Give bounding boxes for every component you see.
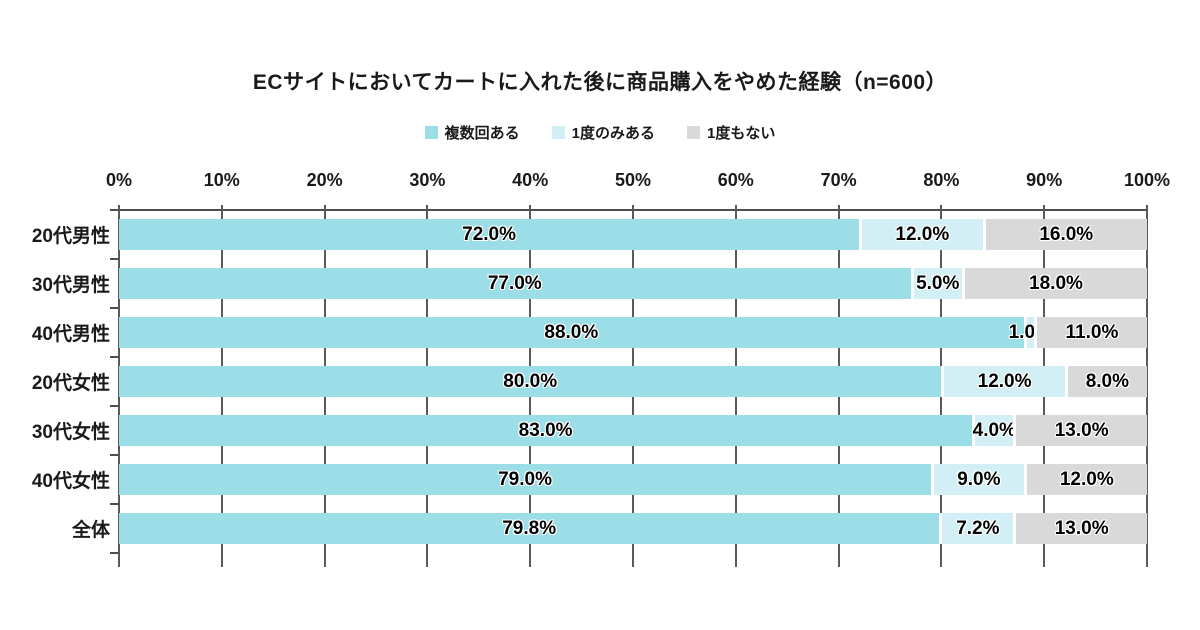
bar-row: 72.0% 12.0% 16.0% — [119, 210, 1147, 259]
stacked-bar: 80.0% 12.0% 8.0% — [119, 366, 1147, 397]
x-axis-tick-label: 60% — [717, 170, 754, 190]
bar-segment-label: 13.0% — [1054, 419, 1109, 441]
bar-segment-label: 80.0% — [503, 370, 558, 392]
chart-title: ECサイトにおいてカートに入れた後に商品購入をやめた経験（n=600） — [252, 71, 948, 94]
bar-segment-label: 79.0% — [498, 468, 552, 490]
legend-label: 1度もない — [707, 125, 776, 142]
legend-swatch-icon — [551, 126, 565, 139]
category-label: 全体 — [71, 520, 110, 541]
legend-swatch-icon — [687, 126, 700, 139]
bar-segment-label: 72.0% — [462, 223, 517, 245]
bar-segment-label: 4.0% — [972, 419, 1016, 441]
y-axis-tick — [110, 503, 119, 505]
y-axis-tick — [110, 258, 119, 260]
stacked-bar: 79.8% 7.2% 13.0% — [119, 513, 1147, 544]
y-axis-tick — [110, 454, 119, 456]
y-axis-tick — [110, 356, 119, 358]
bar-segment: 5.0% — [910, 268, 962, 299]
x-axis-tick-label: 90% — [1026, 170, 1063, 190]
stacked-bar: 88.0% 1.0% 11.0% — [119, 317, 1147, 348]
x-axis-tick-label: 30% — [409, 170, 446, 190]
legend-item: 複数回ある — [424, 122, 520, 143]
bar-segment: 83.0% — [119, 415, 973, 446]
bar-segment-label: 7.2% — [956, 517, 1000, 539]
bar-segment: 18.0% — [961, 268, 1147, 299]
bar-segment: 11.0% — [1033, 317, 1147, 348]
bar-segment: 79.8% — [119, 513, 940, 544]
y-axis-tick — [110, 307, 119, 309]
bar-segment-label: 88.0% — [544, 321, 599, 343]
bar-segment: 4.0% — [972, 415, 1016, 446]
x-axis-tick-label: 40% — [512, 170, 549, 190]
bar-segment-label: 12.0% — [1059, 468, 1114, 490]
bar-segment-label: 8.0% — [1085, 370, 1130, 392]
bar-segment-label: 9.0% — [957, 468, 1001, 490]
x-axis: 0% 10% 20% 30% 40% 50% 60% 70% 80% 90% 100% — [0, 170, 1200, 196]
bar-segment-label: 79.8% — [502, 517, 557, 539]
bar-segment: 72.0% — [119, 219, 860, 250]
bar-row: 80.0% 12.0% 8.0% — [119, 357, 1147, 406]
bar-segment: 13.0% — [1013, 415, 1147, 446]
bar-segment: 77.0% — [119, 268, 911, 299]
category-label: 40代男性 — [31, 324, 110, 345]
bar-segment: 12.0% — [859, 219, 983, 250]
bar-row: 79.8% 7.2% 13.0% — [119, 504, 1147, 553]
stacked-bar: 83.0% 4.0% 13.0% — [119, 415, 1147, 446]
x-axis-tick-label: 20% — [306, 170, 343, 190]
legend-swatch-icon — [424, 126, 438, 139]
category-label: 20代女性 — [31, 373, 110, 394]
bar-segment-label: 77.0% — [487, 272, 542, 294]
legend-label: 1度のみある — [571, 125, 655, 142]
bar-row: 79.0% 9.0% 12.0% — [119, 455, 1147, 504]
bar-segment-label: 12.0% — [977, 370, 1032, 392]
legend: 複数回ある 1度のみある 1度もない — [0, 122, 1200, 143]
x-axis-tick-label: 70% — [820, 170, 857, 190]
bar-segment: 13.0% — [1013, 513, 1147, 544]
legend-item: 1度のみある — [551, 122, 655, 143]
bar-segment: 7.2% — [939, 513, 1014, 544]
bar-segment: 79.0% — [119, 464, 932, 495]
bar-segment: 88.0% — [119, 317, 1024, 348]
y-axis-tick — [110, 405, 119, 407]
bar-segment: 1.0% — [1009, 317, 1052, 348]
bar-segment: 80.0% — [119, 366, 942, 397]
category-label: 40代女性 — [31, 471, 110, 492]
bar-segment-label: 83.0% — [518, 419, 573, 441]
x-axis-tick-label: 100% — [1123, 170, 1171, 190]
legend-item: 1度もない — [687, 122, 775, 143]
stacked-bar: 77.0% 5.0% 18.0% — [119, 268, 1147, 299]
bar-segment: 12.0% — [941, 366, 1065, 397]
gridline — [1146, 205, 1148, 567]
stacked-bar: 79.0% 9.0% 12.0% — [119, 464, 1147, 495]
x-axis-tick-label: 0% — [105, 170, 133, 190]
bar-segment: 16.0% — [982, 219, 1147, 250]
x-axis-tick-label: 80% — [923, 170, 960, 190]
category-label: 30代女性 — [31, 422, 110, 443]
bar-segment: 12.0% — [1023, 464, 1147, 495]
bar-row: 83.0% 4.0% 13.0% — [119, 406, 1147, 455]
bar-segment-label: 18.0% — [1029, 272, 1083, 294]
bar-segment-label: 5.0% — [916, 272, 960, 294]
bar-segment-label: 12.0% — [895, 223, 950, 245]
category-label: 20代男性 — [31, 226, 110, 247]
bar-segment-label: 13.0% — [1054, 517, 1109, 539]
bar-segment-label: 16.0% — [1039, 223, 1094, 245]
y-axis-tick — [110, 209, 119, 211]
stacked-bar: 72.0% 12.0% 16.0% — [119, 219, 1147, 250]
bar-segment-label: 11.0% — [1065, 321, 1119, 343]
plot-area: 20代男性 72.0% 12.0% 16.0% 30代男性 77.0% 5.0% 18.0% 4… — [32, 205, 1148, 567]
category-label: 30代男性 — [31, 275, 110, 296]
x-axis-tick-label: 10% — [203, 170, 240, 190]
x-axis-tick-label: 50% — [614, 170, 652, 190]
bar-segment: 9.0% — [931, 464, 1024, 495]
bar-row: 77.0% 5.0% 18.0% — [119, 259, 1147, 308]
bar-segment: 8.0% — [1064, 366, 1147, 397]
y-axis-tick — [110, 552, 119, 554]
bar-row: 88.0% 1.0% 11.0% — [119, 308, 1147, 357]
legend-label: 複数回ある — [444, 125, 520, 142]
